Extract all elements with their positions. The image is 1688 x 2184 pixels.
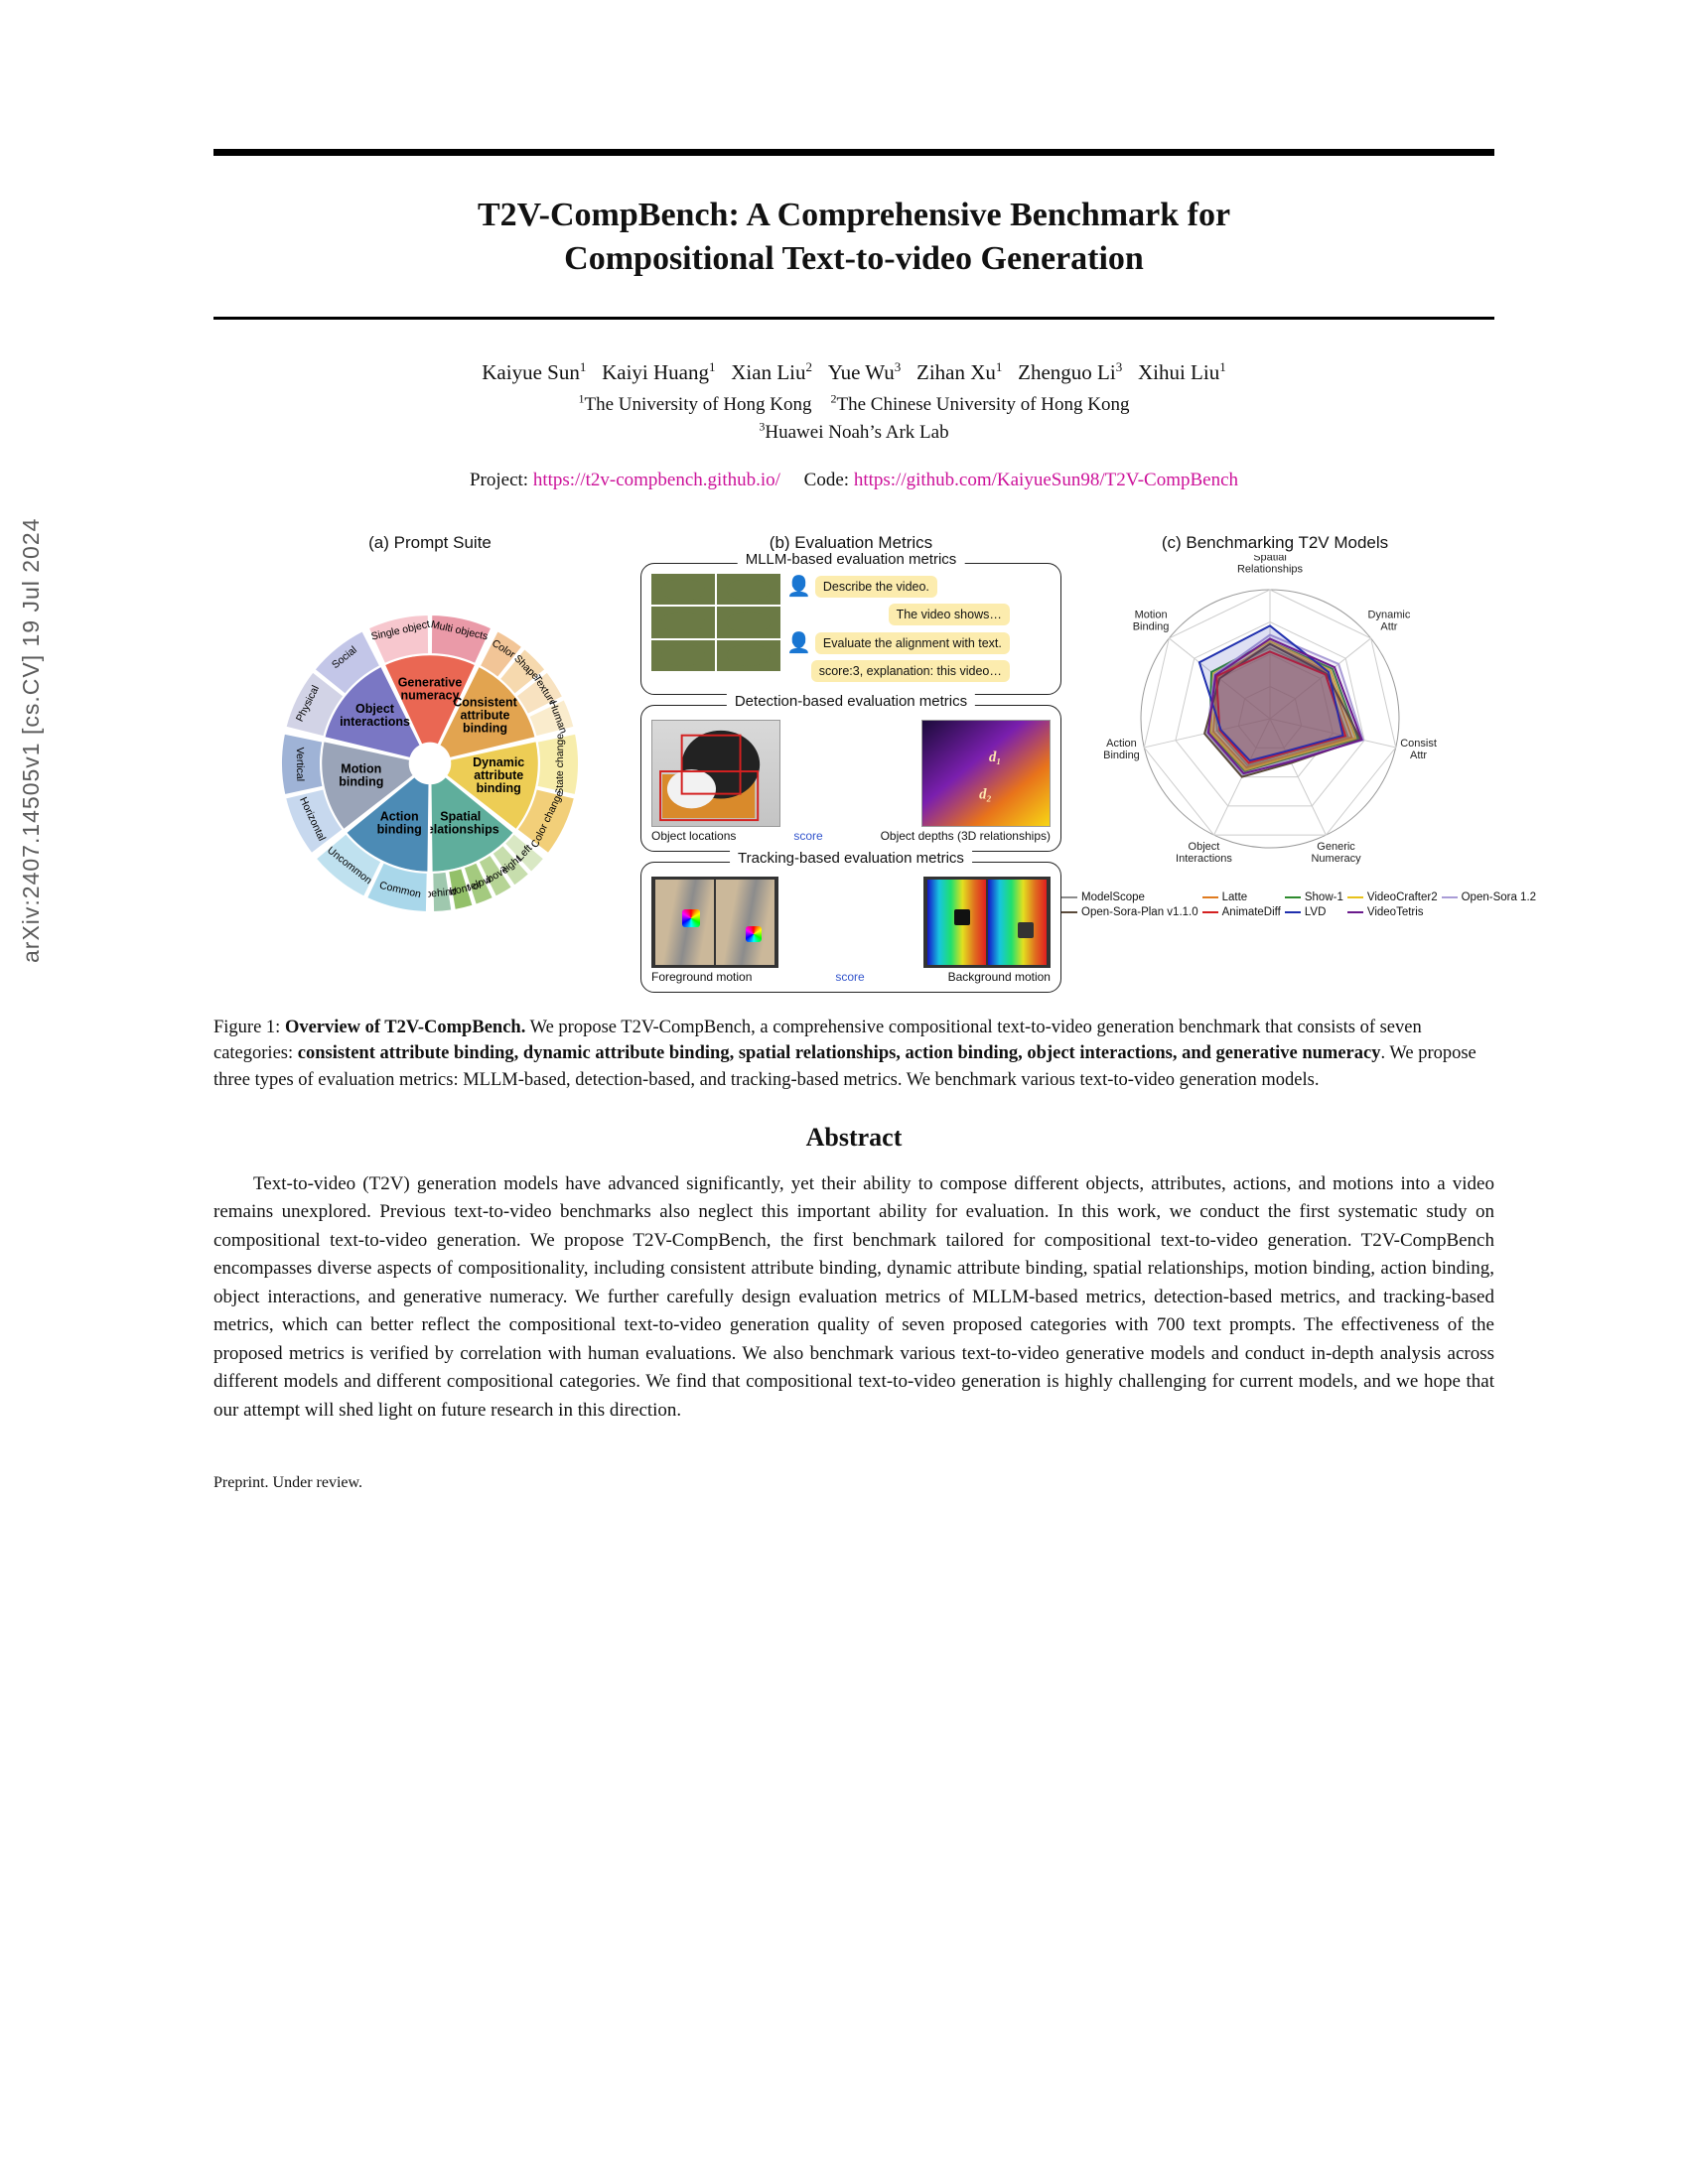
benchmark-radar-chart: Spatial Relationships Dynamic Attr Consist At… [1061, 555, 1478, 883]
abstract-body: Text-to-video (T2V) generation models ha… [213, 1170, 1494, 1426]
tracking-score-label: score [835, 970, 864, 984]
legend-item-videocrafter2: VideoCrafter2 [1347, 891, 1438, 903]
legend-swatch-latte [1202, 896, 1218, 899]
object-locations-caption: Object locations [651, 829, 736, 843]
detection-score-label: score [793, 829, 822, 843]
radar-axis-label-5: Action Binding [1103, 738, 1140, 761]
legend-swatch-videocrafter2 [1347, 896, 1363, 899]
panel-b-evaluation-metrics: (b) Evaluation Metrics MLLM-based evalua… [640, 533, 1061, 993]
foreground-motion-filmstrip [651, 877, 778, 968]
legend-swatch-videotetris [1347, 911, 1363, 914]
radar-axis-label-0: Spatial Relationships [1237, 555, 1304, 576]
legend-item-latte: Latte [1202, 891, 1281, 903]
code-label: Code: [804, 470, 849, 490]
object-depths-caption: Object depths (3D relationships) [881, 829, 1051, 843]
title-bottom-rule [213, 317, 1494, 320]
legend-label-open-sora-1.2: Open-Sora 1.2 [1462, 891, 1536, 903]
code-link[interactable]: https://github.com/KaiyueSun98/T2V-CompB… [854, 470, 1238, 490]
project-label: Project: [470, 470, 528, 490]
legend-item-show-1: Show-1 [1285, 891, 1343, 903]
wheel-outer-label-5-1: Vertical [294, 748, 306, 782]
legend-swatch-modelscope [1061, 896, 1077, 899]
legend-label-open-sora-plan-v1.1.0: Open-Sora-Plan v1.1.0 [1081, 906, 1198, 918]
paper-title: T2V-CompBench: A Comprehensive Benchmark… [213, 194, 1494, 281]
svg-text:d₁: d₁ [989, 750, 1002, 765]
project-link[interactable]: https://t2v-compbench.github.io/ [533, 470, 780, 490]
wheel-center-label-5: Motion binding [339, 761, 383, 788]
legend-swatch-open-sora-plan-v1.1.0 [1061, 911, 1077, 914]
radar-axis-label-6: Motion Binding [1133, 609, 1170, 632]
top-rule [213, 149, 1494, 156]
legend-label-videocrafter2: VideoCrafter2 [1367, 891, 1438, 903]
legend-swatch-open-sora-1.2 [1442, 896, 1458, 899]
figure-caption: Figure 1: Overview of T2V-CompBench. We … [213, 1015, 1494, 1093]
model-legend: ModelScope Latte Show-1 VideoCrafter2 Open-S… [1061, 891, 1488, 918]
affiliation-list-1: 1The University of Hong Kong 2The Chines… [213, 391, 1494, 415]
person-icon-1: 👤 [786, 574, 811, 599]
radar-axis-label-2: Consist Attr [1400, 738, 1437, 761]
affiliation-list-2: 3Huawei Noah’s Ark Lab [213, 420, 1494, 444]
radar-axis-label-1: Dynamic Attr [1368, 609, 1411, 632]
legend-swatch-animatediff [1202, 911, 1218, 914]
object-locations-image [651, 720, 780, 827]
arxiv-identifier: arXiv:2407.14505v1 [cs.CV] 19 Jul 2024 [18, 69, 45, 963]
panel-c-radar-chart: (c) Benchmarking T2V Models Spatial Relat… [1061, 533, 1488, 918]
legend-swatch-show-1 [1285, 896, 1301, 899]
legend-label-latte: Latte [1222, 891, 1248, 903]
person-icon-2: 👤 [786, 630, 811, 655]
author-list: Kaiyue Sun1 Kaiyi Huang1 Xian Liu2 Yue W… [213, 359, 1494, 385]
video-frame-thumbnails [651, 574, 780, 671]
object-depths-image: d₁ d₂ [921, 720, 1051, 827]
legend-label-lvd: LVD [1305, 906, 1327, 918]
legend-item-open-sora-plan-v1.1.0: Open-Sora-Plan v1.1.0 [1061, 906, 1198, 918]
wheel-center-label-2: Dynamic attribute binding [473, 755, 524, 795]
describe-video-response: The video shows… [889, 604, 1010, 625]
legend-label-modelscope: ModelScope [1081, 891, 1145, 903]
foreground-motion-caption: Foreground motion [651, 970, 752, 984]
radar-axis-label-3: Generic Numeracy [1311, 841, 1361, 865]
legend-item-animatediff: AnimateDiff [1202, 906, 1281, 918]
resource-links: Project: https://t2v-compbench.github.io… [213, 470, 1494, 491]
legend-item-open-sora-1.2: Open-Sora 1.2 [1442, 891, 1536, 903]
svg-text:d₂: d₂ [979, 787, 992, 803]
figure-1: (a) Prompt Suite Generative numeracy Consi… [213, 521, 1494, 999]
mllm-based-metrics-box: MLLM-based evaluation metrics [640, 563, 1061, 695]
evaluate-alignment-prompt: Evaluate the alignment with text. [815, 632, 1010, 654]
tracking-based-metrics-box: Tracking-based evaluation metrics Foregr… [640, 862, 1061, 993]
legend-swatch-lvd [1285, 911, 1301, 914]
evaluate-alignment-response: score:3, explanation: this video… [811, 660, 1010, 682]
background-motion-filmstrip [923, 877, 1051, 968]
wheel-center-label-4: Action binding [377, 810, 422, 837]
panel-a-prompt-suite: (a) Prompt Suite Generative numeracy Consi… [219, 533, 640, 930]
abstract-heading: Abstract [213, 1123, 1494, 1153]
legend-item-modelscope: ModelScope [1061, 891, 1198, 903]
radar-axis-label-4: Object Interactions [1176, 841, 1232, 865]
wheel-outer-label-2-0: State change [554, 734, 566, 795]
legend-item-lvd: LVD [1285, 906, 1343, 918]
legend-label-animatediff: AnimateDiff [1222, 906, 1281, 918]
legend-label-videotetris: VideoTetris [1367, 906, 1424, 918]
legend-item-videotetris: VideoTetris [1347, 906, 1438, 918]
describe-video-prompt: Describe the video. [815, 576, 937, 598]
background-motion-caption: Background motion [948, 970, 1051, 984]
detection-based-metrics-box: Detection-based evaluation metrics [640, 705, 1061, 852]
preprint-footer: Preprint. Under review. [213, 1474, 1494, 1492]
legend-label-show-1: Show-1 [1305, 891, 1343, 903]
